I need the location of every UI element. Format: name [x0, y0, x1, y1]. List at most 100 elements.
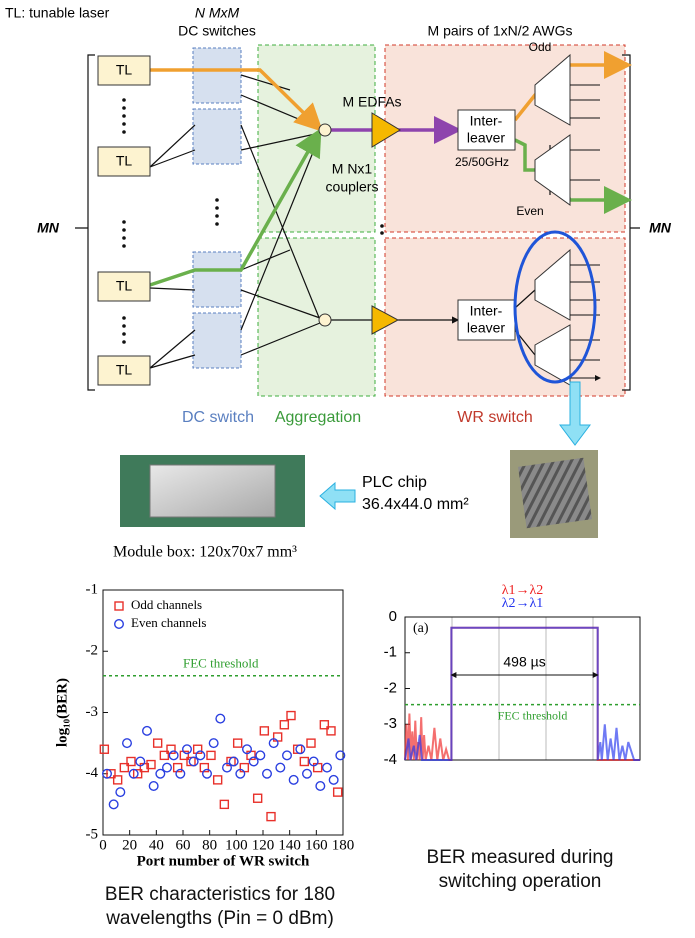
point: [287, 712, 295, 720]
tl-label: TL: [116, 153, 133, 169]
y-tick-label: -4: [86, 765, 99, 781]
wire: [150, 125, 195, 368]
label: couplers: [326, 179, 379, 195]
x-tick-label: 60: [176, 837, 191, 853]
point: [149, 782, 158, 791]
plc-photo: [518, 458, 592, 529]
y-tick-label: -5: [86, 826, 99, 842]
label: MN: [649, 220, 672, 236]
shape: [122, 220, 126, 224]
label: leaver: [467, 130, 505, 146]
tl-label: TL: [116, 62, 133, 78]
y-tick-label: -3: [384, 715, 397, 732]
point: [116, 788, 125, 797]
point: [203, 769, 212, 778]
shape: [122, 340, 126, 344]
y-tick-label: -4: [384, 751, 397, 768]
point: [274, 733, 282, 741]
point: [209, 739, 218, 748]
point: [234, 739, 242, 747]
shape: [122, 130, 126, 134]
section-label: Aggregation: [275, 409, 361, 426]
point: [334, 788, 342, 796]
x-tick-label: 120: [252, 837, 275, 853]
label: Even: [516, 204, 543, 218]
label: 36.4x44.0 mm²: [362, 496, 469, 513]
point: [100, 745, 108, 753]
shape: [122, 114, 126, 118]
shape: [380, 231, 384, 235]
legend-marker: [115, 620, 124, 629]
label: Module box: 120x70x7 mm³: [113, 544, 297, 561]
point: [240, 764, 248, 772]
point: [289, 776, 298, 785]
point: [314, 764, 322, 772]
threshold-label: FEC threshold: [498, 708, 568, 722]
label: M Nx1: [332, 161, 373, 177]
x-tick-label: 40: [149, 837, 164, 853]
caption: BER measured during switching operation: [390, 846, 650, 894]
label: leaver: [467, 320, 505, 336]
point: [163, 763, 172, 772]
point: [216, 714, 225, 723]
dc-box: [193, 313, 241, 368]
legend-marker: [115, 602, 123, 610]
coupler: [319, 314, 331, 326]
point: [267, 813, 275, 821]
point: [254, 794, 262, 802]
point: [109, 800, 118, 809]
shape: [122, 228, 126, 232]
point: [123, 739, 132, 748]
shape: [122, 122, 126, 126]
point: [220, 800, 228, 808]
dc-box: [193, 48, 241, 103]
x-tick-label: 20: [122, 837, 137, 853]
point: [154, 739, 162, 747]
x-tick-label: 180: [332, 837, 355, 853]
tl-label: TL: [116, 362, 133, 378]
shape: [215, 214, 219, 218]
figure: TL: tunable laser N MxM DC switches M pa…: [0, 0, 695, 938]
point: [214, 776, 222, 784]
shape: [215, 206, 219, 210]
coupler: [319, 124, 331, 136]
x-tick-label: 100: [225, 837, 248, 853]
module-photo: [150, 465, 275, 517]
label: M EDFAs: [342, 94, 401, 110]
x-tick-label: 140: [278, 837, 301, 853]
point: [307, 739, 315, 747]
point: [329, 776, 338, 785]
page: { "diagram":{ "legend_tl":"TL: tunable l…: [0, 0, 695, 938]
shape: [122, 236, 126, 240]
y-tick-label: -1: [384, 644, 397, 661]
label: MN: [37, 220, 60, 236]
point: [276, 763, 285, 772]
point: [183, 745, 192, 754]
x-tick-label: 0: [99, 837, 107, 853]
shape: [122, 106, 126, 110]
label: N MxM: [195, 5, 240, 21]
legend-label: λ2→λ1: [502, 596, 544, 611]
section-label: WR switch: [457, 409, 533, 426]
label: DC switches: [178, 23, 256, 39]
point: [300, 758, 308, 766]
shape: [215, 198, 219, 202]
legend-label: Even channels: [131, 615, 206, 630]
point: [323, 763, 332, 772]
shape: [122, 316, 126, 320]
interval-label: 498 µs: [503, 654, 545, 670]
label: Odd: [529, 40, 552, 54]
point: [296, 745, 305, 754]
point: [263, 769, 272, 778]
x-tick-label: 160: [305, 837, 328, 853]
legend-label: Odd channels: [131, 597, 202, 612]
y-axis-label: log₁₀(BER): [54, 678, 70, 747]
point: [256, 751, 265, 760]
point: [196, 751, 205, 760]
dc-box: [193, 109, 241, 164]
y-tick-label: 0: [389, 608, 397, 625]
point: [229, 757, 238, 766]
point: [303, 769, 312, 778]
point: [283, 751, 292, 760]
